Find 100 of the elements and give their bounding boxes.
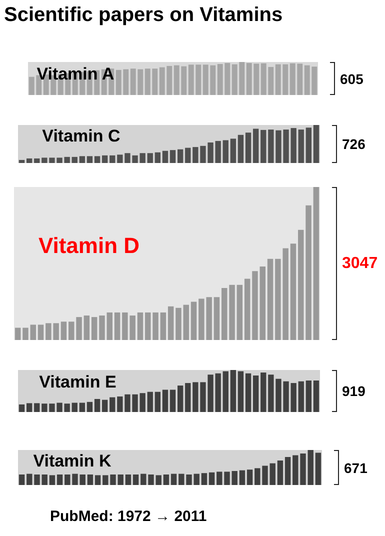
bar xyxy=(26,403,32,412)
bar xyxy=(230,370,236,412)
bar xyxy=(86,156,93,163)
bar xyxy=(170,390,176,412)
bar xyxy=(91,317,98,340)
bar xyxy=(86,402,93,412)
bar xyxy=(18,474,25,485)
bar xyxy=(298,381,304,412)
bar xyxy=(170,150,176,163)
text: 605 xyxy=(340,71,364,87)
bar xyxy=(154,152,161,163)
bar xyxy=(313,380,320,412)
bar xyxy=(208,472,215,485)
bar xyxy=(79,402,86,412)
bar xyxy=(110,155,116,163)
bar xyxy=(72,402,78,412)
bar xyxy=(49,475,56,485)
bar xyxy=(270,463,276,485)
text: PubMed: 1972 → 2011 xyxy=(50,508,207,525)
bar xyxy=(306,380,312,412)
bar xyxy=(84,316,90,340)
bar xyxy=(170,474,177,485)
bar xyxy=(183,304,189,340)
text: 726 xyxy=(342,136,366,152)
bar xyxy=(244,278,250,340)
bar xyxy=(222,371,228,412)
bar xyxy=(306,128,312,163)
bar xyxy=(94,156,100,163)
bar xyxy=(102,155,108,163)
bar xyxy=(145,312,151,340)
bar xyxy=(246,470,253,485)
bar xyxy=(232,471,238,485)
bar xyxy=(315,452,322,485)
bar xyxy=(201,473,208,485)
bar xyxy=(313,187,320,340)
bar xyxy=(245,132,252,163)
bar xyxy=(306,205,312,340)
chart-title: Vitamin K xyxy=(33,451,112,470)
bar xyxy=(79,156,86,163)
text: Scientific papers on Vitamins xyxy=(4,4,283,27)
bar xyxy=(106,312,112,340)
bar xyxy=(76,317,82,340)
bar xyxy=(68,322,74,340)
bar xyxy=(30,324,36,340)
bar xyxy=(190,302,197,340)
bar xyxy=(14,328,21,340)
bar xyxy=(238,134,244,163)
bar xyxy=(132,474,139,485)
bar xyxy=(34,403,40,412)
bar xyxy=(162,150,168,163)
text: 671 xyxy=(344,460,368,476)
bar xyxy=(177,386,184,412)
bar xyxy=(72,156,78,163)
bar xyxy=(177,149,184,163)
bar xyxy=(163,474,170,485)
bar xyxy=(114,312,120,340)
bar xyxy=(185,148,191,163)
text: 3047 xyxy=(342,255,378,272)
chart-title: Vitamin E xyxy=(39,372,116,392)
bar xyxy=(260,266,266,340)
bar xyxy=(162,390,168,412)
bar xyxy=(22,328,28,340)
bar xyxy=(110,397,116,412)
bar xyxy=(222,288,228,340)
bar xyxy=(298,230,304,340)
bar xyxy=(80,474,86,485)
text: Vitamin D xyxy=(38,232,140,258)
bar xyxy=(313,125,320,163)
bar xyxy=(284,457,291,485)
bar xyxy=(102,400,108,412)
bar xyxy=(38,324,44,340)
bar xyxy=(156,475,162,485)
bar xyxy=(194,474,200,485)
text: 919 xyxy=(342,383,366,399)
bar xyxy=(152,312,158,340)
bar xyxy=(94,475,101,485)
bar xyxy=(277,460,284,485)
chart-title: Vitamin C xyxy=(42,126,120,146)
bar xyxy=(137,312,144,340)
bar xyxy=(60,322,67,340)
bar xyxy=(252,375,259,412)
bar xyxy=(87,474,94,485)
bar xyxy=(238,371,244,412)
bar xyxy=(222,140,228,163)
bar xyxy=(230,138,236,163)
bar xyxy=(125,474,132,485)
bar xyxy=(147,392,153,412)
bar xyxy=(267,258,274,340)
bar xyxy=(118,474,124,485)
bar xyxy=(94,398,100,412)
bar xyxy=(147,153,153,163)
bar xyxy=(168,306,174,340)
bar xyxy=(160,312,166,340)
bar xyxy=(236,284,243,340)
bar xyxy=(214,297,220,340)
bar xyxy=(308,450,314,485)
bar xyxy=(18,160,25,163)
bar xyxy=(42,474,48,485)
bar xyxy=(239,470,246,485)
bar xyxy=(26,158,32,163)
